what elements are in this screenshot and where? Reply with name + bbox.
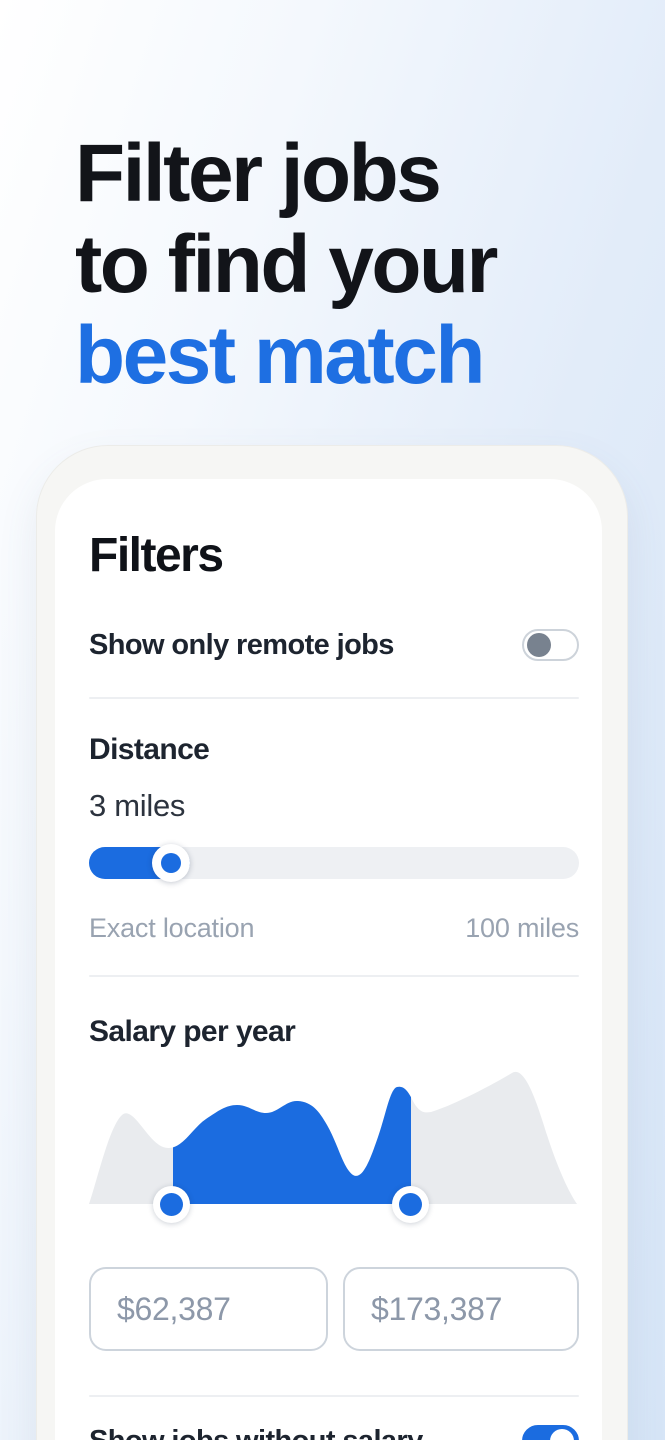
salary-min-input[interactable]: [89, 1267, 328, 1351]
distance-slider[interactable]: [89, 844, 579, 882]
filters-panel: Filters Show only remote jobs Distance 3…: [55, 479, 602, 1440]
panel-title: Filters: [89, 529, 224, 582]
hero-title: Filter jobs to find your best match: [75, 128, 498, 401]
divider: [89, 697, 579, 699]
distance-value: 3 miles: [89, 788, 186, 823]
salary-inputs-row: [89, 1267, 579, 1351]
salary-range-thumb-min[interactable]: [153, 1186, 190, 1223]
distance-min-label: Exact location: [89, 913, 255, 943]
no-salary-label: Show jobs without salary: [89, 1425, 423, 1440]
distance-max-label: 100 miles: [465, 913, 579, 943]
remote-jobs-toggle[interactable]: [522, 629, 579, 661]
hero-title-line2: to find your: [75, 219, 498, 310]
salary-max-input[interactable]: [343, 1267, 579, 1351]
distance-slider-thumb[interactable]: [152, 844, 190, 882]
no-salary-toggle[interactable]: [522, 1425, 579, 1440]
salary-histogram: [89, 1069, 579, 1223]
divider: [89, 975, 579, 977]
no-salary-row: Show jobs without salary: [89, 1425, 579, 1440]
remote-jobs-label: Show only remote jobs: [89, 629, 394, 661]
salary-title: Salary per year: [89, 1015, 296, 1048]
salary-range-thumb-max[interactable]: [392, 1186, 429, 1223]
divider: [89, 1395, 579, 1397]
distance-scale: Exact location 100 miles: [89, 911, 579, 945]
distance-title: Distance: [89, 733, 210, 766]
salary-histogram-svg: [89, 1071, 577, 1204]
toggle-knob: [550, 1429, 574, 1440]
salary-area-selected: [173, 1086, 411, 1204]
hero-title-line3: best match: [75, 310, 485, 401]
phone-frame: Filters Show only remote jobs Distance 3…: [36, 445, 628, 1440]
remote-jobs-row: Show only remote jobs: [89, 629, 579, 661]
toggle-knob: [527, 633, 551, 657]
hero-title-line1: Filter jobs: [75, 128, 442, 219]
